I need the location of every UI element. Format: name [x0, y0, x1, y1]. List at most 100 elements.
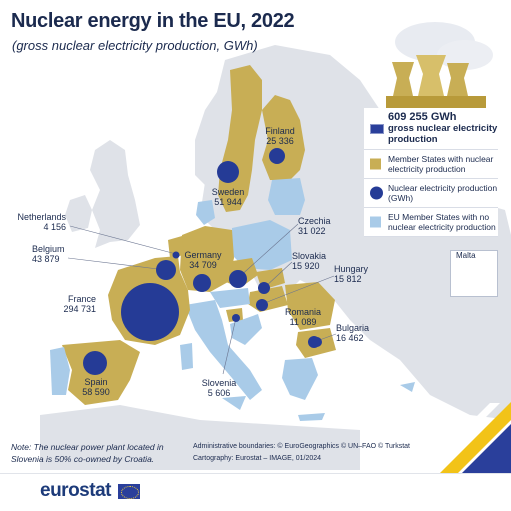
label-name: France [67, 294, 96, 304]
corner-decoration [420, 402, 511, 473]
region-netherlands [168, 236, 184, 258]
legend-total-value: 609 255 GWh [388, 111, 457, 123]
circle-slovenia [232, 314, 240, 322]
legend-production: Nuclear electricity production (GWh) [364, 179, 498, 208]
label-value: 15 920 [292, 261, 320, 271]
label-value: 15 812 [334, 274, 362, 284]
label-name: Czechia [298, 216, 331, 226]
label-spain: Spain 58 590 [76, 377, 116, 397]
label-value: 43 879 [32, 254, 60, 264]
eurostat-logo: eurostat [40, 480, 111, 501]
label-name: Slovakia [292, 251, 327, 261]
label-romania: Romania 11 089 [282, 307, 324, 327]
legend-production-label: Nuclear electricity production (GWh) [388, 183, 498, 203]
circle-belgium [156, 260, 176, 280]
region-poland [232, 220, 292, 270]
stripe-white [420, 403, 500, 473]
label-france: France 294 731 [50, 294, 96, 314]
label-slovakia: Slovakia 15 920 [292, 251, 332, 271]
footnote: Note: The nuclear power plant located in… [11, 442, 164, 464]
region-crete [298, 413, 325, 421]
label-name: Slovenia [201, 378, 237, 388]
non-eu-north-africa [40, 405, 360, 470]
leader-netherlands [69, 225, 177, 255]
circle-czechia [229, 270, 247, 288]
label-hungary: Hungary 15 812 [334, 264, 374, 284]
region-germany [180, 226, 234, 292]
eu-flag-icon [370, 123, 384, 134]
eu-stars-icon [121, 486, 139, 499]
label-value: 5 606 [207, 388, 231, 398]
region-croatia [230, 314, 262, 345]
leader-slovakia [263, 261, 293, 289]
stripe-yellow [440, 402, 511, 473]
non-eu-uk [90, 140, 140, 248]
label-value: 51 944 [214, 197, 242, 207]
leader-hungary [261, 275, 335, 305]
legend-no-nuclear-label: EU Member States with no nuclear electri… [388, 212, 496, 232]
label-name: Netherlands [17, 212, 66, 222]
label-name: Hungary [334, 264, 369, 274]
page-title: Nuclear energy in the EU, 2022 [11, 10, 295, 32]
legend-nuclear-states: Member States with nuclear electricity p… [364, 150, 498, 179]
cooling-tower-2 [416, 55, 446, 96]
blue-circle-icon [370, 186, 383, 200]
label-belgium: Belgium 43 879 [32, 244, 72, 264]
label-germany: Germany 34 709 [182, 250, 224, 270]
label-bulgaria: Bulgaria 16 462 [336, 323, 378, 343]
label-finland: Finland 25 336 [262, 126, 298, 146]
credits-boundaries: Administrative boundaries: © EuroGeograp… [193, 443, 411, 450]
label-value: 4 156 [43, 222, 66, 232]
label-czechia: Czechia 31 022 [298, 216, 338, 236]
malta-inset [450, 250, 498, 297]
legend-nuclear-states-label: Member States with nuclear electricity p… [388, 154, 494, 174]
label-value: 58 590 [82, 387, 110, 397]
region-portugal [50, 347, 70, 395]
light-blue-swatch-icon [370, 216, 381, 228]
circle-sweden [217, 161, 239, 183]
label-name: Sweden [211, 187, 245, 197]
legend-total-label: gross nuclear electricity production [388, 123, 498, 145]
circle-france [121, 283, 179, 341]
label-value: 16 462 [336, 333, 364, 343]
cooling-towers-illustration [386, 22, 493, 108]
label-value: 31 022 [298, 226, 326, 236]
region-baltics [268, 178, 305, 215]
region-denmark [196, 200, 215, 225]
region-austria [210, 288, 250, 308]
stripe-blue [462, 424, 511, 473]
credits: Administrative boundaries: © EuroGeograp… [193, 441, 433, 465]
steam-cloud-2 [437, 40, 493, 70]
region-cyprus [400, 382, 415, 392]
legend-total: 609 255 GWh gross nuclear electricity pr… [364, 108, 498, 150]
label-name: Germany [184, 250, 222, 260]
region-romania [285, 282, 335, 330]
production-circles [83, 148, 322, 375]
leader-slovenia [222, 317, 237, 375]
leader-czechia [237, 223, 299, 279]
label-value: 294 731 [63, 304, 96, 314]
circle-hungary [256, 299, 268, 311]
circle-netherlands [172, 251, 180, 259]
label-name: Spain [84, 377, 108, 387]
page-subtitle: (gross nuclear electricity production, G… [12, 38, 258, 53]
label-netherlands: Netherlands 4 156 [8, 212, 66, 232]
region-sardinia [180, 343, 193, 370]
region-sicily [222, 396, 246, 410]
leader-belgium [67, 257, 167, 271]
credits-cartography: Cartography: Eurostat – IMAGE, 01/2024 [193, 455, 322, 462]
ground-strip [386, 96, 486, 108]
region-greece [282, 358, 318, 400]
label-name: Romania [284, 307, 322, 317]
circle-bulgaria [308, 336, 320, 348]
label-sweden: Sweden 51 944 [208, 187, 248, 207]
circle-finland [269, 148, 285, 164]
non-eu-ireland [65, 195, 92, 232]
label-name: Belgium [32, 244, 65, 254]
footer-divider [0, 473, 511, 474]
label-name: Bulgaria [336, 323, 370, 333]
map-legend: 609 255 GWh gross nuclear electricity pr… [364, 108, 498, 237]
region-italy [185, 300, 262, 400]
